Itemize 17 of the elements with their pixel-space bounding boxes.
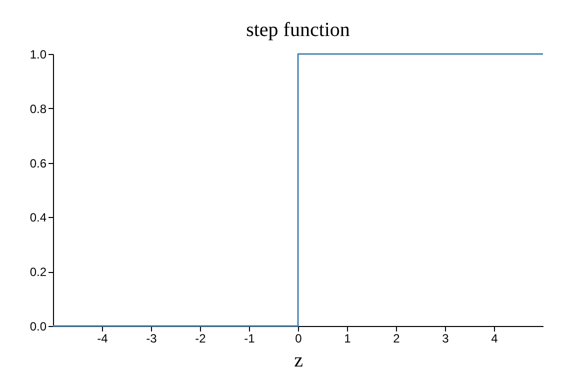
x-tick-label: -2 <box>195 332 206 346</box>
y-tick-label: 0.8 <box>30 102 47 116</box>
x-tick-label: -3 <box>146 332 158 346</box>
x-tick-label: 3 <box>442 332 450 346</box>
y-tick-label: 0.6 <box>30 156 47 170</box>
x-tick-label: 2 <box>393 332 400 346</box>
y-tick-label: 0.0 <box>30 320 47 334</box>
y-tick-label: 0.2 <box>30 265 47 280</box>
x-tick-label: 1 <box>344 332 352 346</box>
chart-title: step function <box>246 19 350 41</box>
x-tick-label: -4 <box>97 332 108 346</box>
y-tick-label: 0.4 <box>30 210 47 225</box>
y-tick-label: 1.0 <box>30 48 47 62</box>
x-tick-label: 4 <box>491 332 498 346</box>
x-axis-title: z <box>294 350 304 372</box>
x-tick-label: -1 <box>244 332 256 346</box>
x-tick-label: 0 <box>295 332 302 346</box>
